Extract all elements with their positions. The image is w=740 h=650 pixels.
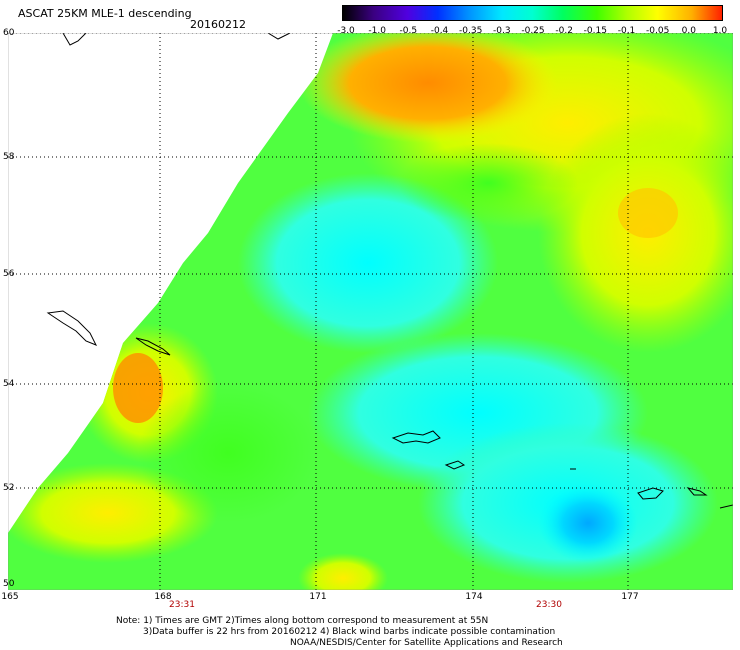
lon-label-165: 165 (1, 592, 19, 602)
colorbar-tick-label: -0.15 (583, 26, 607, 36)
coastlines (46, 33, 733, 509)
lat-label-60: 60 (3, 28, 15, 38)
swath-data (8, 33, 733, 590)
colorbar-tick-label: -0.05 (646, 26, 670, 36)
lon-label-171: 171 (309, 592, 327, 602)
colorbar-tick-label: -0.4 (430, 26, 449, 36)
colorbar-tick-label: -0.25 (521, 26, 545, 36)
lon-label-177: 177 (621, 592, 639, 602)
time-label-2: 23:30 (536, 600, 562, 610)
colorbar-tick-label: -0.5 (399, 26, 418, 36)
colorbar (342, 5, 723, 21)
colorbar-tick-label: -3.0 (337, 26, 355, 36)
map-date: 20160212 (190, 18, 246, 31)
colorbar-tick-label: -0.35 (459, 26, 483, 36)
lat-label-52: 52 (3, 483, 15, 493)
lon-label-174: 174 (465, 592, 483, 602)
lat-label-54: 54 (3, 379, 15, 389)
colorbar-tick-label: -0.1 (617, 26, 636, 36)
lat-label-50: 50 (3, 579, 15, 589)
grid (8, 33, 733, 590)
colorbar-tick-label: 1.0 (712, 26, 728, 36)
colorbar-tick-label: -0.2 (555, 26, 573, 36)
lat-label-58: 58 (3, 152, 15, 162)
note-line-3: NOAA/NESDIS/Center for Satellite Applica… (290, 638, 563, 648)
time-label-1: 23:31 (169, 600, 195, 610)
colorbar-tick-label: -1.0 (368, 26, 386, 36)
colorbar-tick-label: -0.3 (493, 26, 511, 36)
lon-label-168: 168 (154, 592, 172, 602)
colorbar-tick-label: 0.0 (681, 26, 696, 36)
note-line-2: 3)Data buffer is 22 hrs from 20160212 4)… (143, 627, 556, 637)
map-title: ASCAT 25KM MLE-1 descending (18, 7, 192, 20)
note-line-1: Note: 1) Times are GMT 2)Times along bot… (116, 616, 489, 626)
lat-label-56: 56 (3, 269, 15, 279)
wind-map (8, 33, 733, 590)
